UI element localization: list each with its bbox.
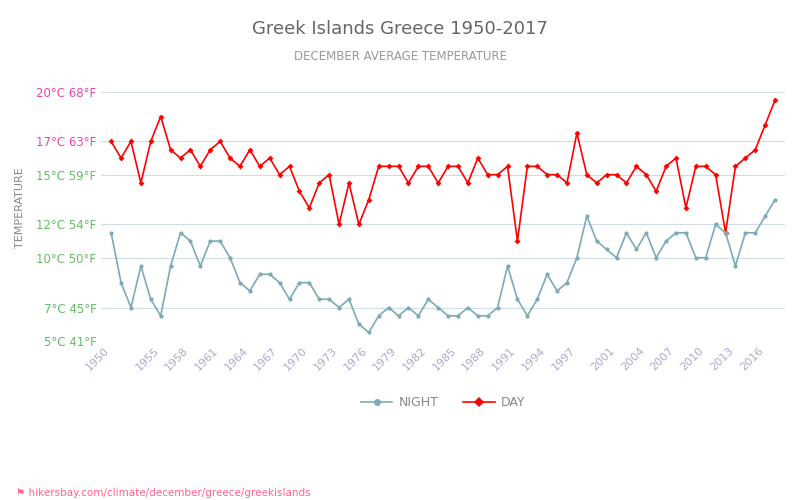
Text: DECEMBER AVERAGE TEMPERATURE: DECEMBER AVERAGE TEMPERATURE (294, 50, 506, 63)
Legend: NIGHT, DAY: NIGHT, DAY (356, 391, 530, 414)
Text: ⚑ hikersbay.com/climate/december/greece/greekislands: ⚑ hikersbay.com/climate/december/greece/… (16, 488, 310, 498)
Text: Greek Islands Greece 1950-2017: Greek Islands Greece 1950-2017 (252, 20, 548, 38)
Y-axis label: TEMPERATURE: TEMPERATURE (15, 168, 25, 248)
